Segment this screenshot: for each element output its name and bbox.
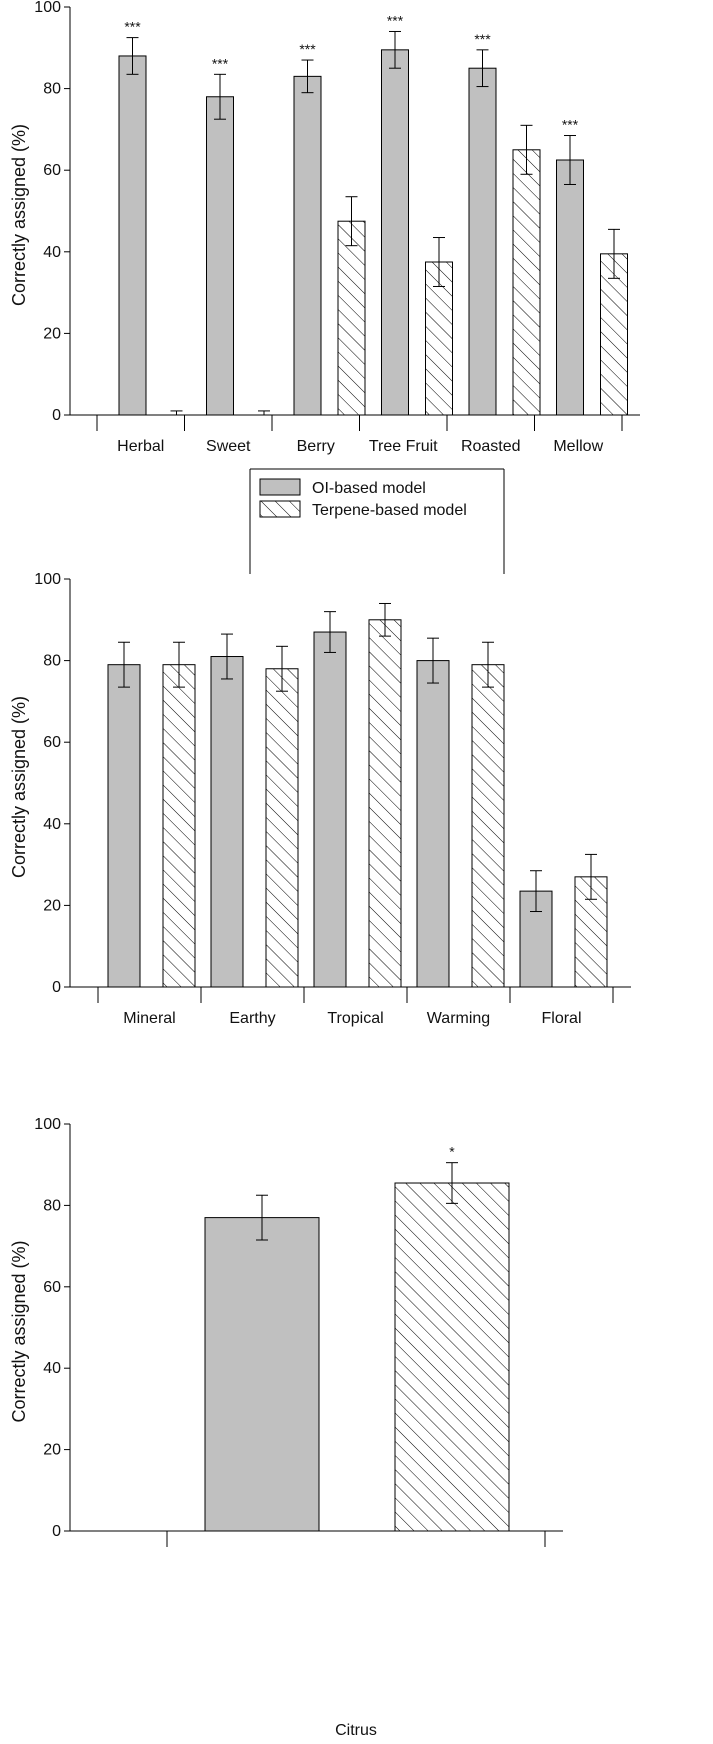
x-tick-label-mineral: Mineral — [123, 1010, 175, 1027]
x-tick-label-citrus: Citrus — [335, 1722, 377, 1739]
y-tick-label: 0 — [52, 979, 61, 996]
legend-label-terpene-based: Terpene-based model — [312, 502, 467, 519]
y-tick-label: 80 — [43, 81, 61, 98]
bar-terpene-based — [162, 664, 196, 988]
y-axis-title: Correctly assigned (%) — [9, 696, 29, 878]
y-tick-label: 100 — [34, 0, 61, 16]
x-tick-label-herbal: Herbal — [117, 438, 164, 455]
bar-oi-based — [468, 67, 497, 416]
significance-marker: * — [449, 1144, 455, 1160]
bar-oi-based — [204, 1217, 320, 1532]
bar-oi-based — [381, 49, 409, 416]
y-axis-title: Correctly assigned (%) — [9, 1240, 29, 1422]
y-tick-label: 40 — [43, 244, 61, 261]
bar-oi-based — [293, 75, 322, 416]
legend-swatch-terpene-based — [259, 500, 301, 518]
bar-oi-based — [206, 96, 234, 416]
bar-terpene-based — [265, 668, 299, 988]
y-tick-label: 20 — [43, 325, 61, 342]
x-tick-label-earthy: Earthy — [229, 1010, 275, 1027]
significance-marker: *** — [124, 19, 141, 35]
bar-terpene-based — [425, 261, 453, 416]
bar-terpene-based — [368, 619, 402, 988]
x-tick-label-tropical: Tropical — [327, 1010, 383, 1027]
x-tick-label-tree-fruit: Tree Fruit — [369, 438, 438, 455]
x-tick-label-warming: Warming — [427, 1010, 490, 1027]
bar-oi-based — [210, 656, 244, 988]
bar-oi-based — [556, 159, 584, 416]
y-tick-label: 40 — [43, 816, 61, 833]
y-tick-label: 0 — [52, 1523, 61, 1540]
y-tick-label: 0 — [52, 407, 61, 424]
y-tick-label: 100 — [34, 571, 61, 588]
significance-marker: *** — [212, 55, 229, 71]
bar-terpene-based — [471, 664, 505, 988]
y-tick-label: 40 — [43, 1360, 61, 1377]
bar-terpene-based — [600, 253, 628, 416]
y-tick-label: 60 — [43, 162, 61, 179]
y-tick-label: 20 — [43, 897, 61, 914]
x-tick-label-floral: Floral — [541, 1010, 581, 1027]
x-tick-label-roasted: Roasted — [461, 438, 521, 455]
bar-terpene-based — [512, 149, 541, 416]
y-tick-label: 20 — [43, 1442, 61, 1459]
x-tick-label-sweet: Sweet — [206, 438, 251, 455]
y-tick-label: 80 — [43, 653, 61, 670]
significance-marker: *** — [474, 31, 491, 47]
y-tick-label: 60 — [43, 1279, 61, 1296]
bar-oi-based — [107, 664, 141, 988]
significance-marker: *** — [299, 41, 316, 57]
x-tick-label-mellow: Mellow — [553, 438, 603, 455]
significance-marker: *** — [387, 12, 404, 28]
x-tick-label-berry: Berry — [297, 438, 335, 455]
significance-marker: *** — [562, 117, 579, 133]
legend-label-oi-based: OI-based model — [312, 480, 426, 497]
bar-oi-based — [118, 55, 147, 416]
y-tick-label: 60 — [43, 734, 61, 751]
bar-terpene-based — [394, 1182, 510, 1532]
bar-oi-based — [416, 660, 450, 988]
y-tick-label: 80 — [43, 1197, 61, 1214]
y-axis-title: Correctly assigned (%) — [9, 124, 29, 306]
bar-oi-based — [313, 631, 347, 988]
y-tick-label: 100 — [34, 1116, 61, 1133]
bar-terpene-based — [337, 220, 366, 416]
legend-swatch-oi-based — [259, 478, 301, 496]
